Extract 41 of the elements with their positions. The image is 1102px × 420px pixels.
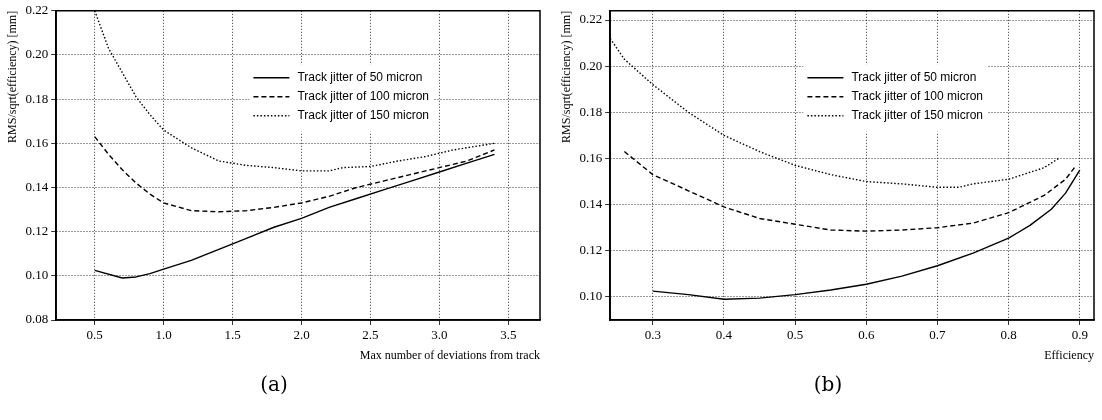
- y-tick-label: 0.22: [579, 11, 603, 27]
- y-tick-label: 0.12: [25, 223, 49, 239]
- x-tick-label: 3.0: [431, 327, 448, 343]
- x-tick-label: 0.4: [715, 327, 733, 343]
- x-tick-label: 0.9: [1071, 327, 1088, 343]
- x-tick-label: 2.5: [362, 327, 379, 343]
- x-tick-label: 0.7: [929, 327, 947, 343]
- legend-label: Track jitter of 50 micron: [851, 70, 977, 85]
- legend-label: Track jitter of 150 micron: [297, 108, 430, 123]
- y-tick-label: 0.14: [25, 178, 49, 194]
- y-tick-label: 0.22: [25, 2, 49, 18]
- x-tick-label: 0.5: [86, 327, 103, 343]
- x-tick-label: 0.6: [858, 327, 875, 343]
- x-tick-label: 3.5: [500, 327, 517, 343]
- legend-label: Track jitter of 50 micron: [297, 70, 423, 85]
- y-tick-label: 0.18: [579, 103, 603, 119]
- x-tick-label: 2.0: [293, 327, 310, 343]
- y-tick-label: 0.14: [579, 196, 603, 212]
- y-tick-label: 0.10: [25, 267, 49, 283]
- legend-label: Track jitter of 100 micron: [297, 89, 430, 104]
- y-tick-label: 0.16: [25, 134, 49, 150]
- y-axis-title: RMS/sqrt(efficiency) [mm]: [559, 10, 574, 143]
- x-axis-title: Efficiency: [1044, 347, 1094, 362]
- x-tick-label: 0.5: [787, 327, 804, 343]
- x-tick-label: 0.3: [644, 327, 661, 343]
- x-tick-label: 0.8: [1000, 327, 1017, 343]
- y-tick-label: 0.20: [25, 46, 49, 62]
- legend-label: Track jitter of 150 micron: [851, 108, 984, 123]
- y-tick-label: 0.10: [579, 288, 603, 304]
- y-axis-title: RMS/sqrt(efficiency) [mm]: [5, 10, 20, 143]
- x-axis-title: Max number of deviations from track: [359, 347, 540, 362]
- y-tick-label: 0.20: [579, 57, 603, 73]
- y-tick-label: 0.12: [579, 242, 603, 258]
- text: (b): [812, 372, 844, 396]
- y-tick-label: 0.18: [25, 90, 49, 106]
- y-tick-label: 0.16: [579, 149, 603, 165]
- x-tick-label: 1.0: [155, 327, 172, 343]
- y-tick-label: 0.08: [25, 311, 49, 327]
- text: (a): [259, 372, 289, 396]
- legend-label: Track jitter of 100 micron: [851, 89, 984, 104]
- x-tick-label: 1.5: [224, 327, 241, 343]
